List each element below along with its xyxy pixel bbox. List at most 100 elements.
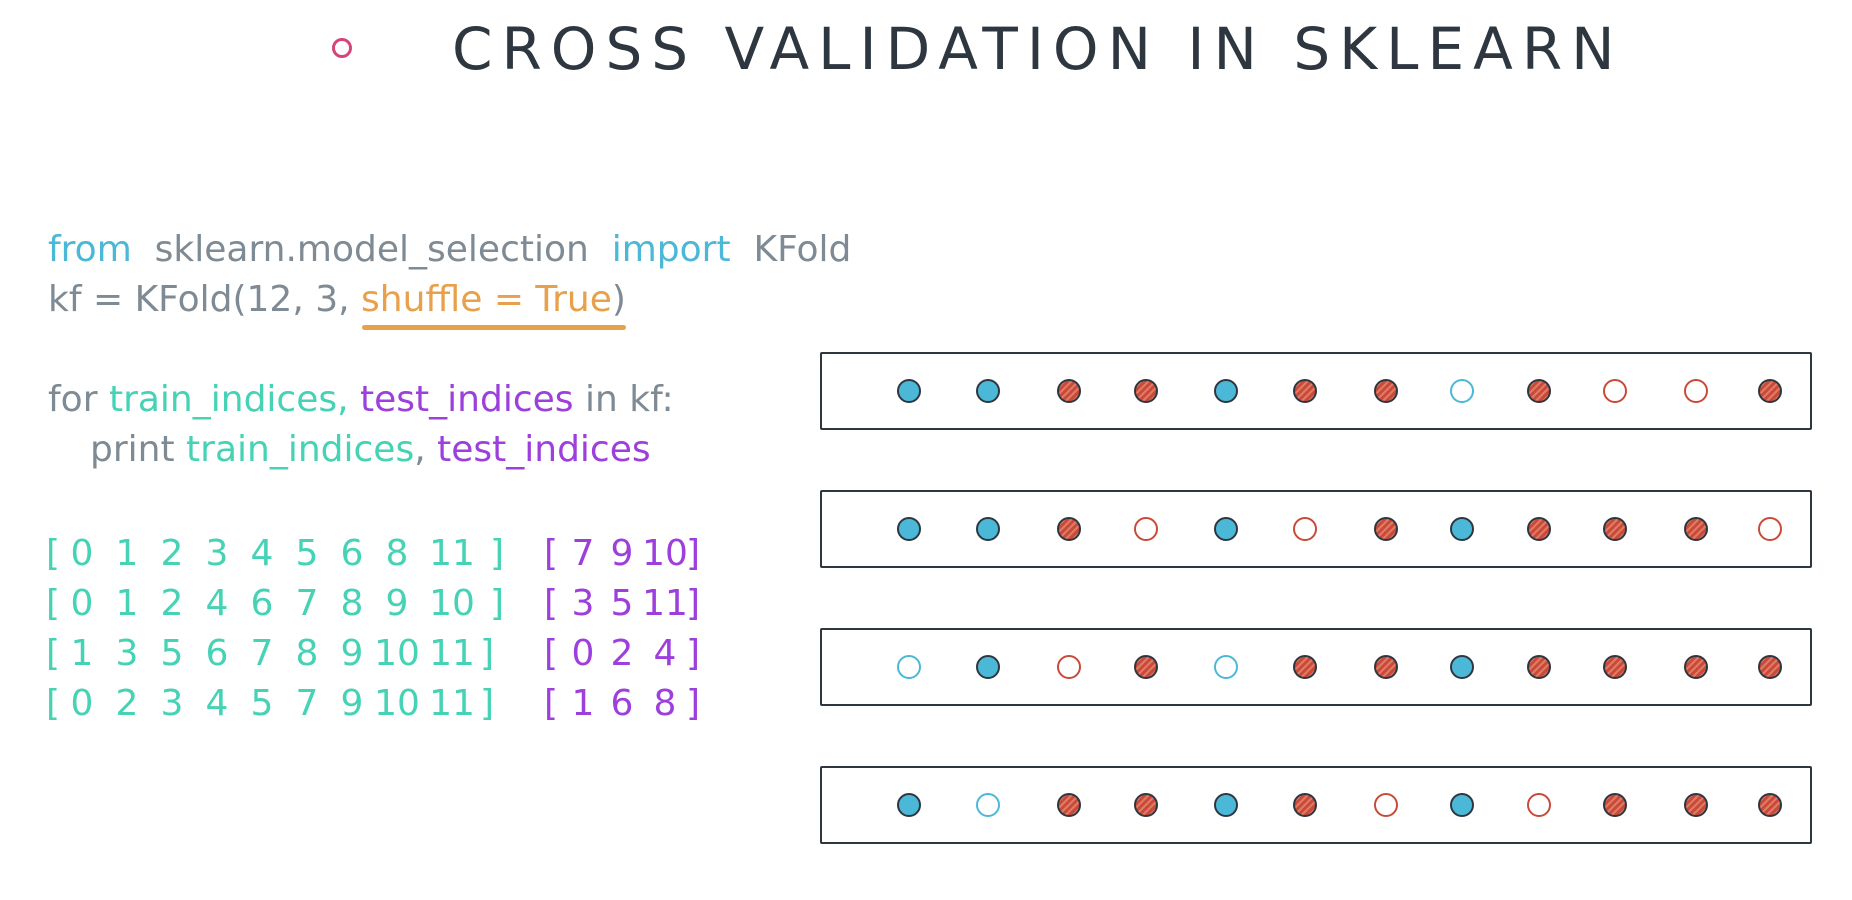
code-line-print: print train_indices, test_indices xyxy=(90,428,651,472)
train-index: 3 xyxy=(115,633,139,674)
train-point-red xyxy=(1684,517,1708,541)
test-index: 0 xyxy=(571,633,595,674)
fold-box xyxy=(820,628,1812,706)
shuffle-underline xyxy=(362,325,626,330)
test-point-red xyxy=(1684,379,1708,403)
train-close-bracket: ] xyxy=(490,533,505,574)
code-shuffle-arg: shuffle = True xyxy=(361,279,612,320)
code-keyword-for: for xyxy=(48,379,98,420)
slide-title: CROSS VALIDATION IN SKLEARN xyxy=(452,15,1624,83)
train-point-red xyxy=(1684,655,1708,679)
train-index: 5 xyxy=(295,533,319,574)
train-index: 0 xyxy=(70,683,94,724)
code-in-kf: in kf: xyxy=(584,379,674,420)
train-index: 9 xyxy=(340,633,364,674)
code-print-train: train_indices xyxy=(186,429,415,470)
train-index: 0 xyxy=(70,533,94,574)
fold-box xyxy=(820,490,1812,568)
test-open-bracket: [ xyxy=(544,683,559,724)
train-index: 8 xyxy=(295,633,319,674)
train-index: 6 xyxy=(250,583,274,624)
train-point-red xyxy=(1293,793,1317,817)
train-point-blue xyxy=(1214,793,1238,817)
test-index: 5 xyxy=(610,583,634,624)
train-index: 3 xyxy=(205,533,229,574)
test-close-bracket: ] xyxy=(686,683,701,724)
output-row: [0 2 3 4 5 7 9 10 11] [1 6 8] xyxy=(46,682,768,726)
train-point-red xyxy=(1603,793,1627,817)
train-index: 11 xyxy=(429,683,475,724)
train-index: 5 xyxy=(250,683,274,724)
train-index: 9 xyxy=(385,583,409,624)
code-print-test: test_indices xyxy=(437,429,651,470)
train-index: 0 xyxy=(70,583,94,624)
train-index: 10 xyxy=(374,633,420,674)
train-index: 6 xyxy=(340,533,364,574)
train-point-red xyxy=(1527,379,1551,403)
test-index: 3 xyxy=(571,583,595,624)
train-point-blue xyxy=(1450,655,1474,679)
code-keyword-import: import xyxy=(611,229,731,270)
test-point-red xyxy=(1134,517,1158,541)
train-index: 11 xyxy=(429,633,475,674)
train-point-blue xyxy=(1450,793,1474,817)
fold-box xyxy=(820,352,1812,430)
test-index: 10 xyxy=(642,533,688,574)
train-index: 1 xyxy=(70,633,94,674)
train-index: 10 xyxy=(374,683,420,724)
test-open-bracket: [ xyxy=(544,633,559,674)
test-close-bracket: ] xyxy=(686,583,701,624)
train-index: 7 xyxy=(295,683,319,724)
test-point-red xyxy=(1057,655,1081,679)
output-row: [0 1 2 3 4 5 6 8 11] [7 9 10] xyxy=(46,532,768,576)
test-close-bracket: ] xyxy=(686,633,701,674)
train-point-red xyxy=(1293,379,1317,403)
code-test-var: test_indices xyxy=(360,379,574,420)
train-point-red xyxy=(1134,379,1158,403)
code-print-comma: , xyxy=(414,429,426,470)
train-index: 7 xyxy=(250,633,274,674)
train-point-red xyxy=(1057,517,1081,541)
train-point-red xyxy=(1057,379,1081,403)
train-index: 11 xyxy=(429,533,475,574)
train-point-blue xyxy=(1214,379,1238,403)
train-index: 2 xyxy=(160,583,184,624)
test-close-bracket: ] xyxy=(686,533,701,574)
train-index: 1 xyxy=(115,583,139,624)
test-index: 2 xyxy=(610,633,634,674)
bullet-circle-icon xyxy=(332,38,352,58)
test-open-bracket: [ xyxy=(544,533,559,574)
test-point-red xyxy=(1758,517,1782,541)
code-kfold-call: kf = KFold(12, 3, xyxy=(48,279,350,320)
test-point-red xyxy=(1374,793,1398,817)
output-row: [1 3 5 6 7 8 9 10 11] [0 2 4] xyxy=(46,632,768,676)
code-train-var: train_indices, xyxy=(108,379,349,420)
train-index: 2 xyxy=(115,683,139,724)
code-line-for: for train_indices, test_indices in kf: xyxy=(48,378,674,422)
test-index: 8 xyxy=(653,683,677,724)
train-index: 4 xyxy=(205,583,229,624)
test-point-red xyxy=(1603,379,1627,403)
test-point-red xyxy=(1527,793,1551,817)
test-index: 6 xyxy=(610,683,634,724)
test-point-red xyxy=(1293,517,1317,541)
code-close-paren: ) xyxy=(611,279,626,320)
test-index: 1 xyxy=(571,683,595,724)
train-close-bracket: ] xyxy=(480,683,495,724)
train-point-blue xyxy=(897,379,921,403)
train-index: 8 xyxy=(385,533,409,574)
train-index: 7 xyxy=(295,583,319,624)
code-keyword-from: from xyxy=(48,229,132,270)
test-open-bracket: [ xyxy=(544,583,559,624)
train-point-blue xyxy=(897,517,921,541)
train-point-red xyxy=(1374,655,1398,679)
train-index: 10 xyxy=(429,583,475,624)
train-point-blue xyxy=(976,655,1000,679)
test-point-blue xyxy=(897,655,921,679)
train-point-red xyxy=(1527,517,1551,541)
train-point-red xyxy=(1374,517,1398,541)
train-point-red xyxy=(1057,793,1081,817)
train-point-red xyxy=(1374,379,1398,403)
train-close-bracket: ] xyxy=(490,583,505,624)
